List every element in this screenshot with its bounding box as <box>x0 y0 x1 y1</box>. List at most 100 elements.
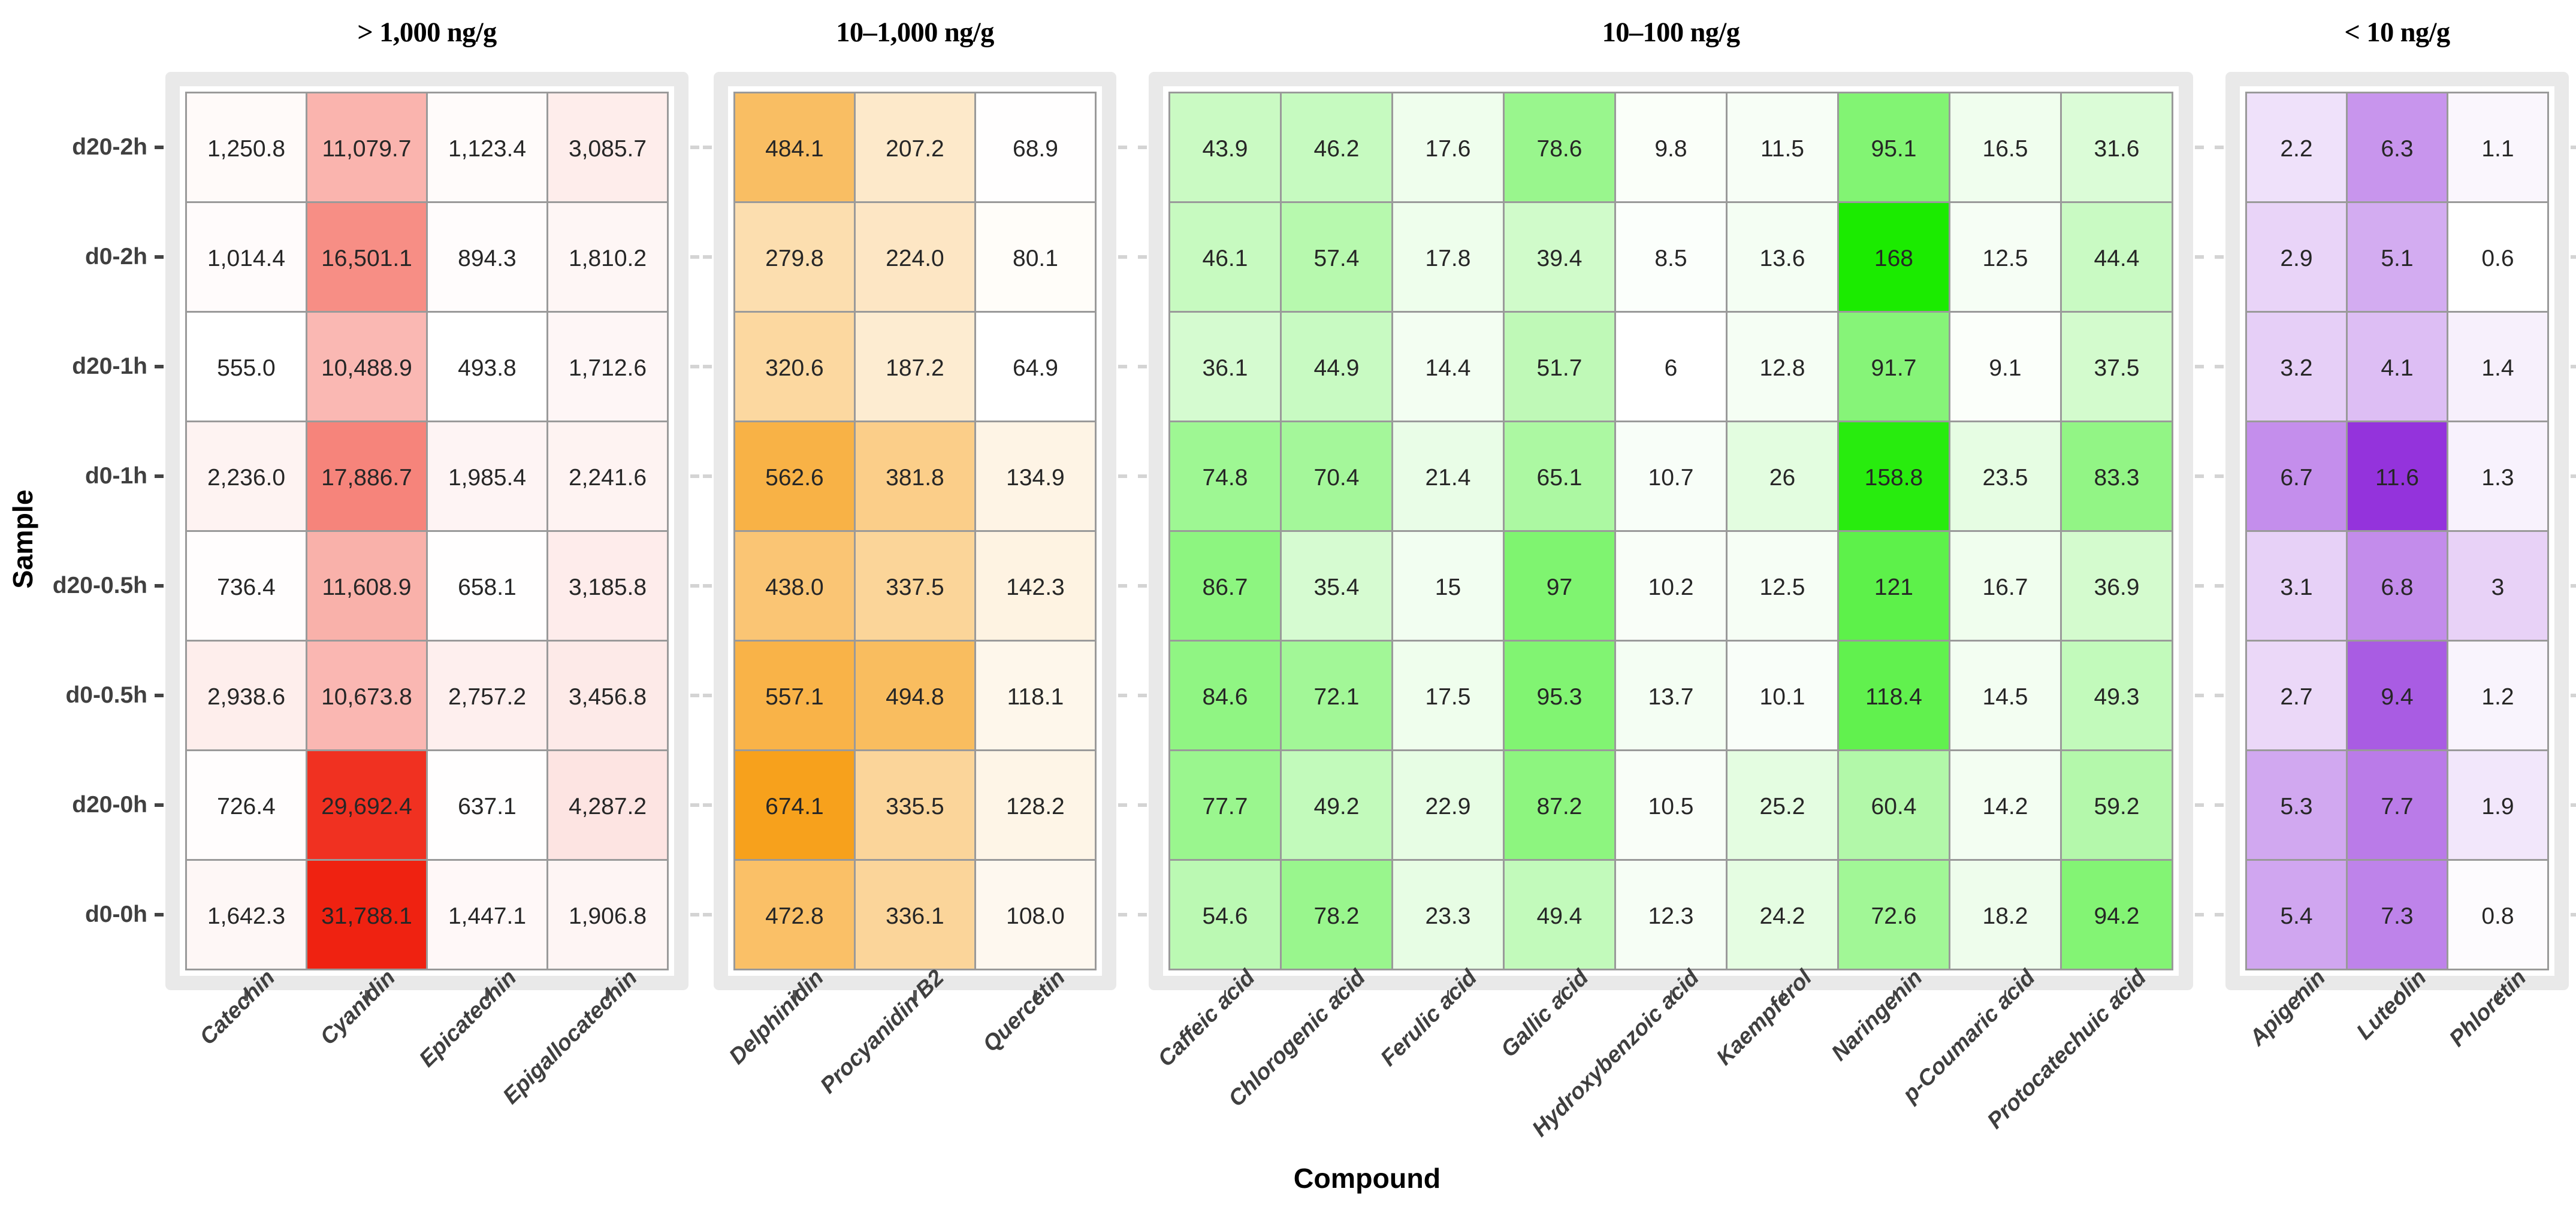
y-axis-tick <box>703 694 712 697</box>
x-axis-tick <box>793 990 796 1001</box>
heatmap-cell: 637.1 <box>428 751 546 859</box>
heatmap-cell: 555.0 <box>187 313 306 421</box>
heatmap-cell: 44.4 <box>2062 203 2172 311</box>
heatmap-cell: 336.1 <box>856 861 974 969</box>
heatmap-cell: 12.3 <box>1616 861 1726 969</box>
heatmap-cell: 438.0 <box>735 532 854 640</box>
heatmap-cell: 3.1 <box>2247 532 2346 640</box>
y-axis-tick <box>2195 913 2204 916</box>
heatmap-cell: 25.2 <box>1728 751 1837 859</box>
row-label: d20-2h <box>72 133 147 160</box>
heatmap-cell: 1,014.4 <box>187 203 306 311</box>
heatmap-cell: 29,692.4 <box>307 751 426 859</box>
heatmap-cell: 1,810.2 <box>548 203 667 311</box>
heatmap-cell: 2,236.0 <box>187 422 306 530</box>
heatmap-cell: 158.8 <box>1839 422 1949 530</box>
heatmap-cell: 54.6 <box>1170 861 1280 969</box>
heatmap-cell: 17,886.7 <box>307 422 426 530</box>
heatmap-cell: 74.8 <box>1170 422 1280 530</box>
y-axis-tick <box>155 365 164 368</box>
heatmap-cell: 10.5 <box>1616 751 1726 859</box>
heatmap-cell: 10,488.9 <box>307 313 426 421</box>
y-axis-tick <box>155 255 164 259</box>
heatmap-cell: 13.7 <box>1616 642 1726 749</box>
heatmap-cell: 8.5 <box>1616 203 1726 311</box>
x-axis-tick <box>365 990 369 1001</box>
y-axis-tick <box>690 913 699 916</box>
row-label: d0-1h <box>84 462 147 489</box>
y-axis-tick <box>1118 913 1127 916</box>
heatmap-cell: 5.4 <box>2247 861 2346 969</box>
y-axis-tick <box>2571 694 2576 697</box>
y-axis-tick <box>1138 255 1147 259</box>
heatmap-cell: 494.8 <box>856 642 974 749</box>
heatmap-cell: 31,788.1 <box>307 861 426 969</box>
heatmap-grid: 484.1 207.2 68.9 279.8 224.0 80.1 320.6 187.2 64… <box>733 92 1097 970</box>
heatmap-cell: 36.1 <box>1170 313 1280 421</box>
y-axis-tick <box>2571 365 2576 368</box>
heatmap-cell: 91.7 <box>1839 313 1949 421</box>
y-axis-tick <box>1118 803 1127 807</box>
y-axis-tick <box>2215 255 2224 259</box>
heatmap-cell: 2.7 <box>2247 642 2346 749</box>
heatmap-cell: 472.8 <box>735 861 854 969</box>
heatmap-cell: 10.2 <box>1616 532 1726 640</box>
x-axis-title: Compound <box>1293 1164 1441 1195</box>
y-axis-tick <box>155 913 164 916</box>
panel-title: 10–100 ng/g <box>1602 18 1740 49</box>
heatmap-cell: 10.7 <box>1616 422 1726 530</box>
heatmap-cell: 320.6 <box>735 313 854 421</box>
heatmap-cell: 0.6 <box>2448 203 2547 311</box>
heatmap-cell: 11,608.9 <box>307 532 426 640</box>
heatmap-cell: 22.9 <box>1393 751 1503 859</box>
y-axis-tick <box>2215 913 2224 916</box>
row-label: d20-1h <box>72 352 147 379</box>
y-axis-tick <box>2215 584 2224 588</box>
y-axis-tick <box>1118 146 1127 149</box>
y-axis-tick <box>1138 694 1147 697</box>
heatmap-cell: 1.4 <box>2448 313 2547 421</box>
y-axis-tick <box>690 803 699 807</box>
y-axis-tick <box>2571 255 2576 259</box>
heatmap-cell: 16.7 <box>1950 532 2060 640</box>
heatmap-cell: 95.3 <box>1505 642 1614 749</box>
y-axis-tick <box>1138 913 1147 916</box>
heatmap-cell: 3,456.8 <box>548 642 667 749</box>
y-axis-tick <box>2195 365 2204 368</box>
y-axis-tick <box>690 365 699 368</box>
heatmap-cell: 7.7 <box>2348 751 2447 859</box>
heatmap-cell: 1.2 <box>2448 642 2547 749</box>
panel-plot-area: 2.2 6.3 1.1 2.9 5.1 0.6 3.2 4.1 1.4 6.7 11.6 1.3 3.1… <box>2240 86 2554 976</box>
heatmap-cell: 381.8 <box>856 422 974 530</box>
heatmap-cell: 726.4 <box>187 751 306 859</box>
y-axis-tick <box>2195 803 2204 807</box>
heatmap-cell: 335.5 <box>856 751 974 859</box>
heatmap-cell: 9.4 <box>2348 642 2447 749</box>
heatmap-cell: 43.9 <box>1170 93 1280 201</box>
heatmap-cell: 49.2 <box>1282 751 1391 859</box>
heatmap-cell: 24.2 <box>1728 861 1837 969</box>
heatmap-cell: 14.2 <box>1950 751 2060 859</box>
y-axis-tick <box>703 255 712 259</box>
heatmap-cell: 12.5 <box>1728 532 1837 640</box>
row-label: d0-2h <box>84 243 147 270</box>
panel-frame: 484.1 207.2 68.9 279.8 224.0 80.1 320.6 187.2 64… <box>714 72 1116 990</box>
heatmap-cell: 493.8 <box>428 313 546 421</box>
heatmap-cell: 11.6 <box>2348 422 2447 530</box>
heatmap-cell: 2,757.2 <box>428 642 546 749</box>
heatmap-cell: 23.3 <box>1393 861 1503 969</box>
y-axis-tick <box>2215 694 2224 697</box>
heatmap-cell: 21.4 <box>1393 422 1503 530</box>
y-axis-tick <box>2195 694 2204 697</box>
y-axis-tick <box>1138 146 1147 149</box>
y-axis-tick <box>2571 803 2576 807</box>
y-axis-tick <box>2215 803 2224 807</box>
heatmap-cell: 674.1 <box>735 751 854 859</box>
y-axis-tick <box>2571 146 2576 149</box>
row-label: d0-0h <box>84 900 147 927</box>
y-axis-tick <box>703 474 712 478</box>
heatmap-cell: 658.1 <box>428 532 546 640</box>
heatmap-cell: 1,642.3 <box>187 861 306 969</box>
heatmap-cell: 78.6 <box>1505 93 1614 201</box>
y-axis-tick <box>2571 913 2576 916</box>
